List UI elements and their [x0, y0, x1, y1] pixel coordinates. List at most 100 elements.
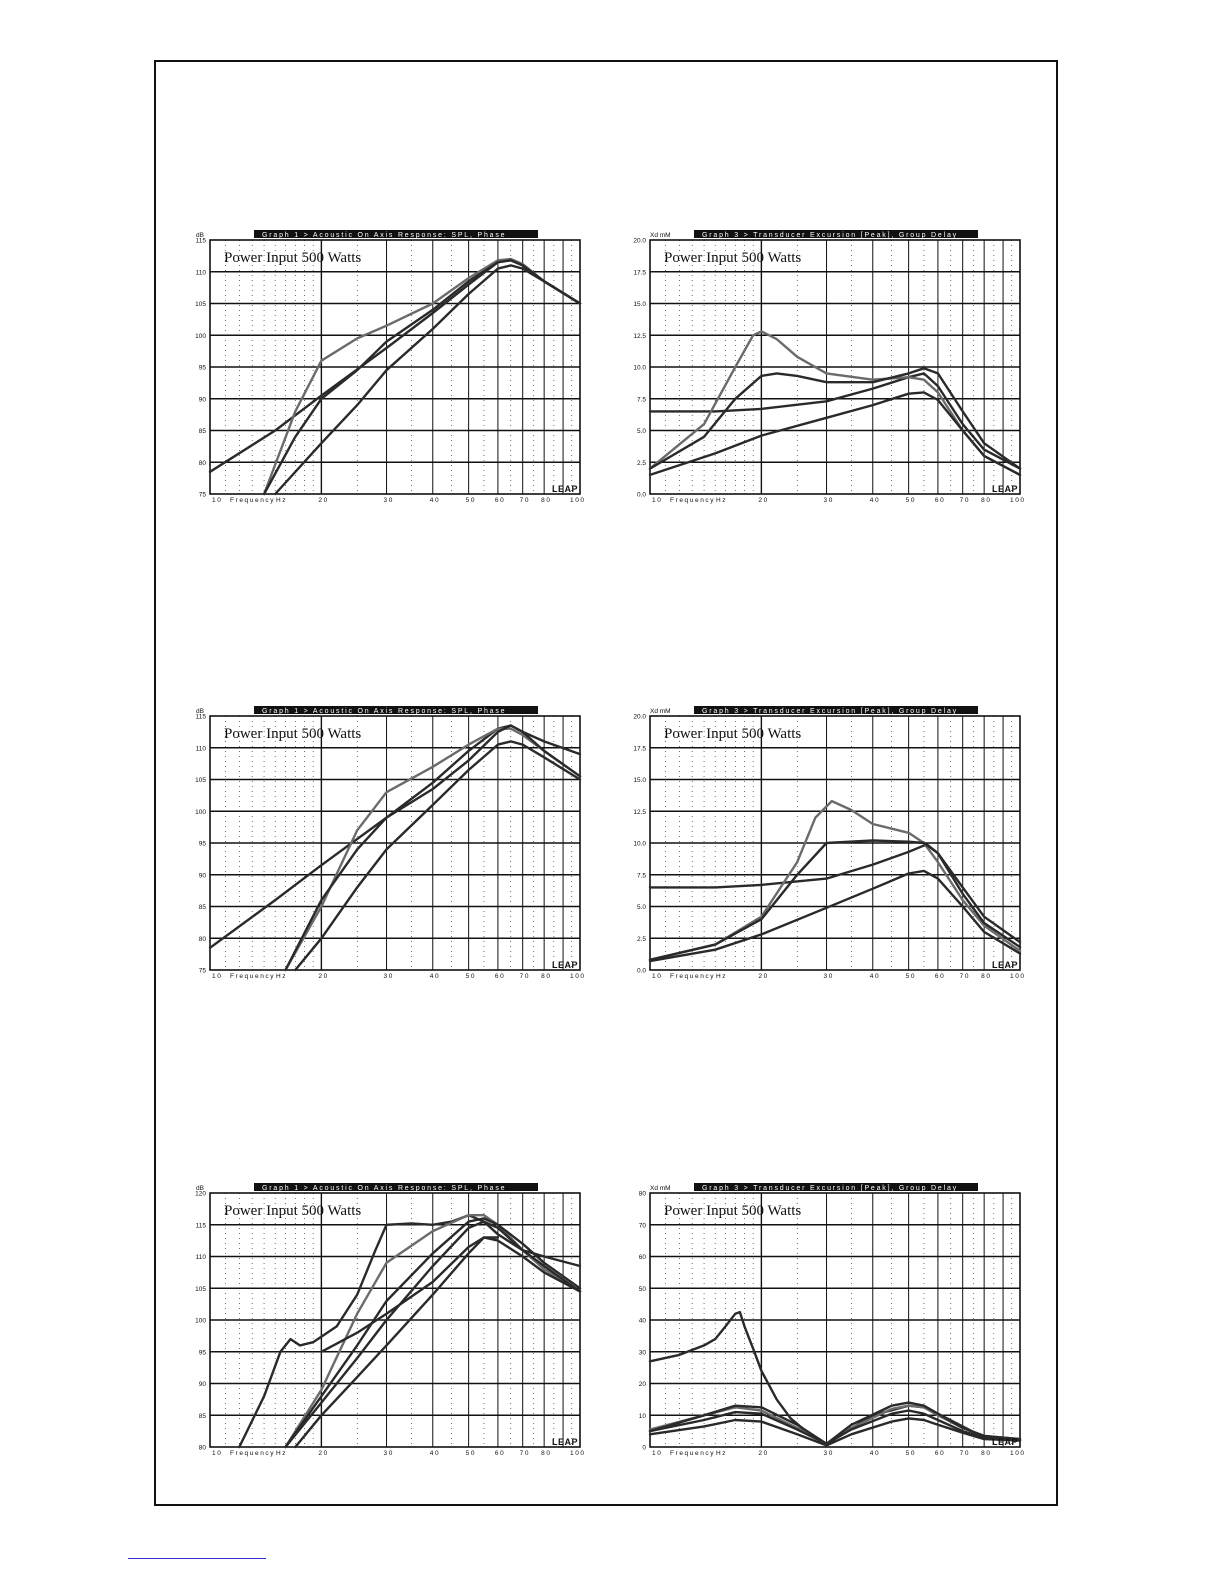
y-tick-label: 12.5: [633, 333, 646, 340]
series-line-4: [274, 264, 582, 496]
series-line-5: [648, 1417, 1022, 1447]
x-tick-label: 50: [466, 973, 476, 980]
y-axis-label: Xd mM: [650, 1185, 671, 1192]
x-tick-label: 80: [981, 1450, 991, 1457]
x-tick-label: 10: [652, 973, 662, 980]
x-tick-label: 80: [541, 497, 551, 504]
x-tick-label: Frequency: [670, 497, 715, 504]
y-axis-label: dB: [196, 708, 204, 715]
chart-header: Graph 1 > Acoustic On Axis Response: SPL…: [262, 232, 506, 239]
x-tick-label: 80: [541, 1450, 551, 1457]
y-tick-label: 100: [195, 809, 206, 816]
x-tick-label: Frequency: [230, 497, 275, 504]
spl-chart-2: Graph 1 > Acoustic On Axis Response: SPL…: [195, 706, 586, 980]
y-tick-label: 95: [199, 1349, 207, 1356]
y-tick-label: 115: [196, 1222, 207, 1229]
y-tick-label: 10: [639, 1413, 647, 1420]
series-line-3: [648, 1401, 1022, 1445]
x-tick-label: 20: [758, 1450, 768, 1457]
series-line-2: [284, 727, 582, 972]
footer-rule: [128, 1558, 266, 1559]
header-bar: [694, 230, 978, 238]
leap-logo: LEAP: [552, 484, 578, 494]
x-tick-label: 30: [384, 497, 394, 504]
x-tick-label: 70: [960, 1450, 970, 1457]
chart-header: Graph 3 > Transducer Excursion [Peak], G…: [702, 1185, 958, 1192]
x-tick-label: Hz: [276, 973, 287, 980]
chart-header: Graph 1 > Acoustic On Axis Response: SPL…: [262, 1185, 506, 1192]
y-axis-label: dB: [196, 232, 204, 239]
y-tick-label: 95: [199, 365, 207, 372]
series-line-5: [294, 1236, 582, 1449]
x-tick-label: 80: [541, 973, 551, 980]
x-tick-label: 100: [570, 973, 586, 980]
x-tick-label: 10: [652, 497, 662, 504]
x-tick-label: 20: [318, 1450, 328, 1457]
y-tick-label: 80: [199, 1445, 207, 1452]
y-tick-label: 5.0: [637, 904, 646, 911]
series-line-4: [648, 1409, 1022, 1445]
x-tick-label: Hz: [276, 497, 287, 504]
x-tick-label: 60: [935, 1450, 945, 1457]
x-tick-label: 20: [318, 497, 328, 504]
series-line-3: [284, 724, 582, 972]
leap-logo: LEAP: [552, 1437, 578, 1447]
x-tick-label: 40: [870, 973, 880, 980]
series-line-1: [208, 724, 582, 949]
y-tick-label: 12.5: [633, 809, 646, 816]
y-tick-label: 10.0: [633, 365, 646, 372]
excursion-chart-3: Graph 3 > Transducer Excursion [Peak], G…: [639, 1183, 1024, 1457]
power-note: Power Input 500 Watts: [664, 250, 801, 266]
y-tick-label: 60: [639, 1254, 647, 1261]
x-tick-label: Frequency: [230, 1450, 275, 1457]
y-tick-label: 80: [639, 1191, 647, 1198]
y-tick-label: 40: [639, 1318, 647, 1325]
y-tick-label: 5.0: [637, 428, 646, 435]
y-tick-label: 115: [196, 238, 207, 245]
x-tick-label: 100: [570, 497, 586, 504]
x-tick-label: 100: [1010, 497, 1026, 504]
chart-header: Graph 3 > Transducer Excursion [Peak], G…: [702, 232, 958, 239]
series-line-3: [284, 1217, 582, 1449]
x-tick-label: 70: [520, 497, 530, 504]
y-tick-label: 105: [195, 1286, 206, 1293]
y-tick-label: 75: [199, 492, 207, 499]
header-bar: [254, 706, 538, 714]
x-tick-label: 60: [935, 973, 945, 980]
y-tick-label: 115: [196, 714, 207, 721]
chart-header: Graph 3 > Transducer Excursion [Peak], G…: [702, 708, 958, 715]
x-tick-label: Frequency: [670, 973, 715, 980]
leap-logo: LEAP: [992, 484, 1018, 494]
series-line-3: [648, 839, 1022, 961]
y-axis-label: Xd mM: [650, 708, 671, 715]
x-tick-label: Hz: [716, 973, 727, 980]
x-tick-label: 10: [652, 1450, 662, 1457]
x-tick-label: 60: [495, 497, 505, 504]
y-tick-label: 90: [199, 1381, 207, 1388]
x-tick-label: 100: [1010, 973, 1026, 980]
series-line-3: [262, 259, 582, 496]
x-tick-label: 50: [466, 497, 476, 504]
y-tick-label: 70: [639, 1222, 647, 1229]
power-note: Power Input 500 Watts: [664, 1203, 801, 1219]
header-bar: [254, 1183, 538, 1191]
power-note: Power Input 500 Watts: [664, 726, 801, 742]
x-tick-label: Hz: [716, 1450, 727, 1457]
x-tick-label: 40: [430, 497, 440, 504]
spl-chart-3: Graph 1 > Acoustic On Axis Response: SPL…: [195, 1183, 586, 1457]
series-line-4: [284, 1220, 582, 1449]
x-tick-label: Frequency: [230, 973, 275, 980]
y-tick-label: 85: [199, 428, 207, 435]
leap-logo: LEAP: [992, 1437, 1018, 1447]
y-tick-label: 80: [199, 936, 207, 943]
series-line-4: [648, 391, 1022, 477]
y-tick-label: 0: [642, 1445, 646, 1452]
x-tick-label: 70: [960, 973, 970, 980]
y-tick-label: 30: [639, 1349, 647, 1356]
series-line-2: [648, 799, 1022, 961]
x-tick-label: 30: [824, 973, 834, 980]
x-tick-label: 100: [570, 1450, 586, 1457]
x-tick-label: Frequency: [670, 1450, 715, 1457]
y-tick-label: 17.5: [633, 269, 646, 276]
x-tick-label: 10: [212, 497, 222, 504]
